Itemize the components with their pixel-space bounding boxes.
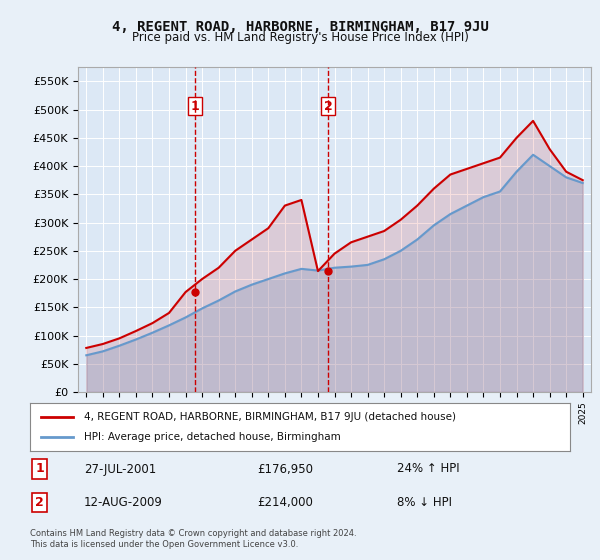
Text: Price paid vs. HM Land Registry's House Price Index (HPI): Price paid vs. HM Land Registry's House … <box>131 31 469 44</box>
Text: 4, REGENT ROAD, HARBORNE, BIRMINGHAM, B17 9JU (detached house): 4, REGENT ROAD, HARBORNE, BIRMINGHAM, B1… <box>84 412 456 422</box>
Text: 12-AUG-2009: 12-AUG-2009 <box>84 496 163 509</box>
Text: £214,000: £214,000 <box>257 496 313 509</box>
Text: 4, REGENT ROAD, HARBORNE, BIRMINGHAM, B17 9JU: 4, REGENT ROAD, HARBORNE, BIRMINGHAM, B1… <box>112 20 488 34</box>
Text: HPI: Average price, detached house, Birmingham: HPI: Average price, detached house, Birm… <box>84 432 341 442</box>
Text: 27-JUL-2001: 27-JUL-2001 <box>84 463 156 475</box>
Text: 2: 2 <box>324 100 332 113</box>
Text: £176,950: £176,950 <box>257 463 313 475</box>
Text: 8% ↓ HPI: 8% ↓ HPI <box>397 496 452 509</box>
Text: Contains HM Land Registry data © Crown copyright and database right 2024.
This d: Contains HM Land Registry data © Crown c… <box>30 529 356 549</box>
Text: 2: 2 <box>35 496 44 509</box>
Text: 24% ↑ HPI: 24% ↑ HPI <box>397 463 460 475</box>
Point <box>190 288 200 297</box>
Text: 1: 1 <box>35 463 44 475</box>
Text: 1: 1 <box>191 100 199 113</box>
Point <box>323 267 333 276</box>
